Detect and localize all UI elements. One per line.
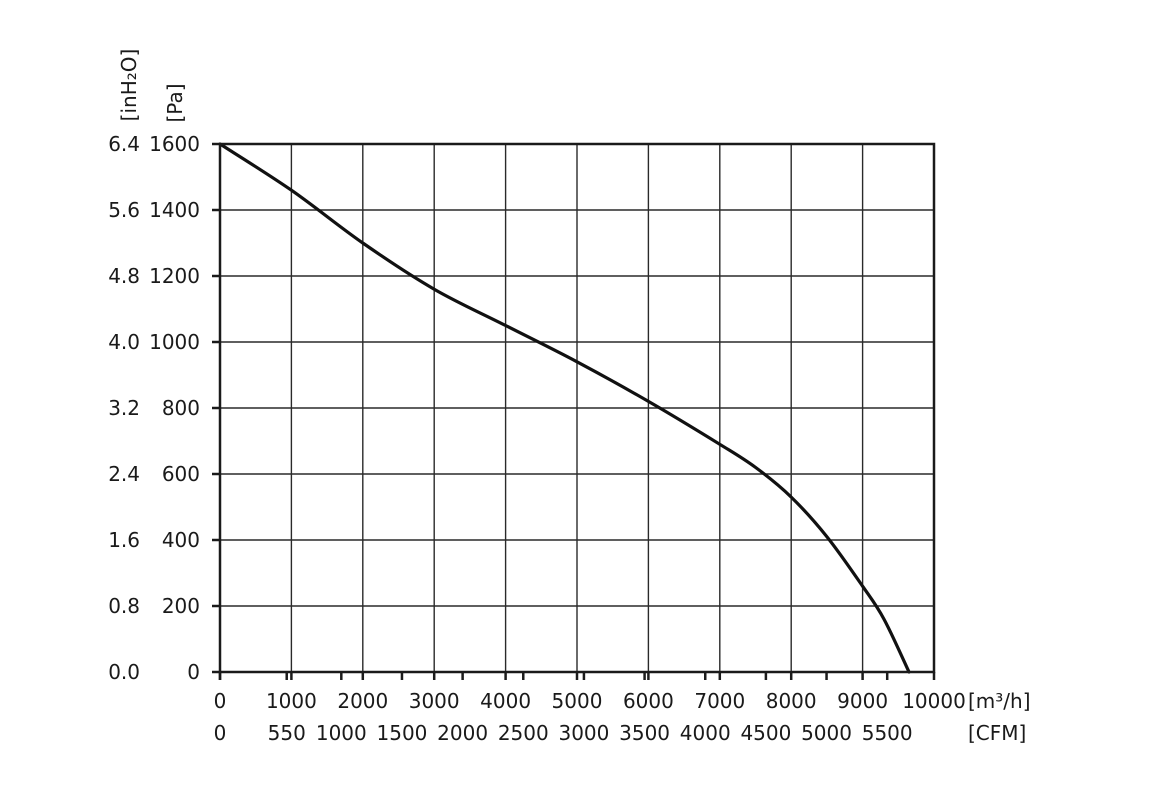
y-tick-label: 1000	[149, 330, 200, 354]
y-secondary-tick-label: 4.8	[108, 264, 140, 288]
y-tick-label: 1600	[149, 132, 200, 156]
y-secondary-tick-label: 2.4	[108, 462, 140, 486]
x-tick-label: 5000	[552, 689, 603, 713]
x-tick-label: 2000	[337, 689, 388, 713]
x-secondary-tick-label: 4000	[680, 721, 731, 745]
x-secondary-unit-label: [CFM]	[968, 721, 1026, 745]
y-tick-label: 600	[162, 462, 200, 486]
x-tick-label: 0	[214, 689, 227, 713]
y-secondary-tick-label: 0.8	[108, 594, 140, 618]
x-tick-label: 3000	[409, 689, 460, 713]
y-tick-label: 800	[162, 396, 200, 420]
x-secondary-tick-label: 1000	[316, 721, 367, 745]
y-secondary-unit-label: [inH₂O]	[117, 49, 141, 122]
y-secondary-tick-label: 4.0	[108, 330, 140, 354]
x-secondary-tick-label: 5500	[862, 721, 913, 745]
y-tick-label: 1200	[149, 264, 200, 288]
x-tick-label: 9000	[837, 689, 888, 713]
x-tick-label: 7000	[694, 689, 745, 713]
curve-layer	[218, 142, 911, 674]
x-tick-label: 6000	[623, 689, 674, 713]
x-secondary-tick-label: 550	[268, 721, 306, 745]
y-secondary-tick-label: 3.2	[108, 396, 140, 420]
y-tick-label: 1400	[149, 198, 200, 222]
y-tick-label: 200	[162, 594, 200, 618]
y-tick-label: 0	[187, 660, 200, 684]
x-tick-label: 10000	[902, 689, 966, 713]
y-secondary-tick-label: 6.4	[108, 132, 140, 156]
grid-layer	[220, 144, 934, 672]
performance-curve	[218, 142, 911, 674]
y-secondary-tick-label: 0.0	[108, 660, 140, 684]
y-tick-label: 400	[162, 528, 200, 552]
frame-layer	[212, 142, 936, 680]
x-tick-label: 4000	[480, 689, 531, 713]
x-tick-label: 8000	[766, 689, 817, 713]
x-secondary-tick-label: 5000	[801, 721, 852, 745]
label-layer: 0 1000 2000 3000 4000 5000 6000 7000 8000 9000 100…	[108, 49, 1030, 745]
y-secondary-tick-label: 1.6	[108, 528, 140, 552]
x-secondary-tick-label: 4500	[740, 721, 791, 745]
x-secondary-tick-label: 1500	[377, 721, 428, 745]
x-secondary-tick-label: 2500	[498, 721, 549, 745]
x-secondary-tick-label: 0	[214, 721, 227, 745]
x-secondary-tick-label: 3000	[558, 721, 609, 745]
x-secondary-tick-label: 2000	[437, 721, 488, 745]
y-unit-label: [Pa]	[163, 83, 187, 122]
x-tick-label: 1000	[266, 689, 317, 713]
x-secondary-tick-label: 3500	[619, 721, 670, 745]
x-unit-label: [m³/h]	[968, 689, 1031, 713]
y-secondary-tick-label: 5.6	[108, 198, 140, 222]
